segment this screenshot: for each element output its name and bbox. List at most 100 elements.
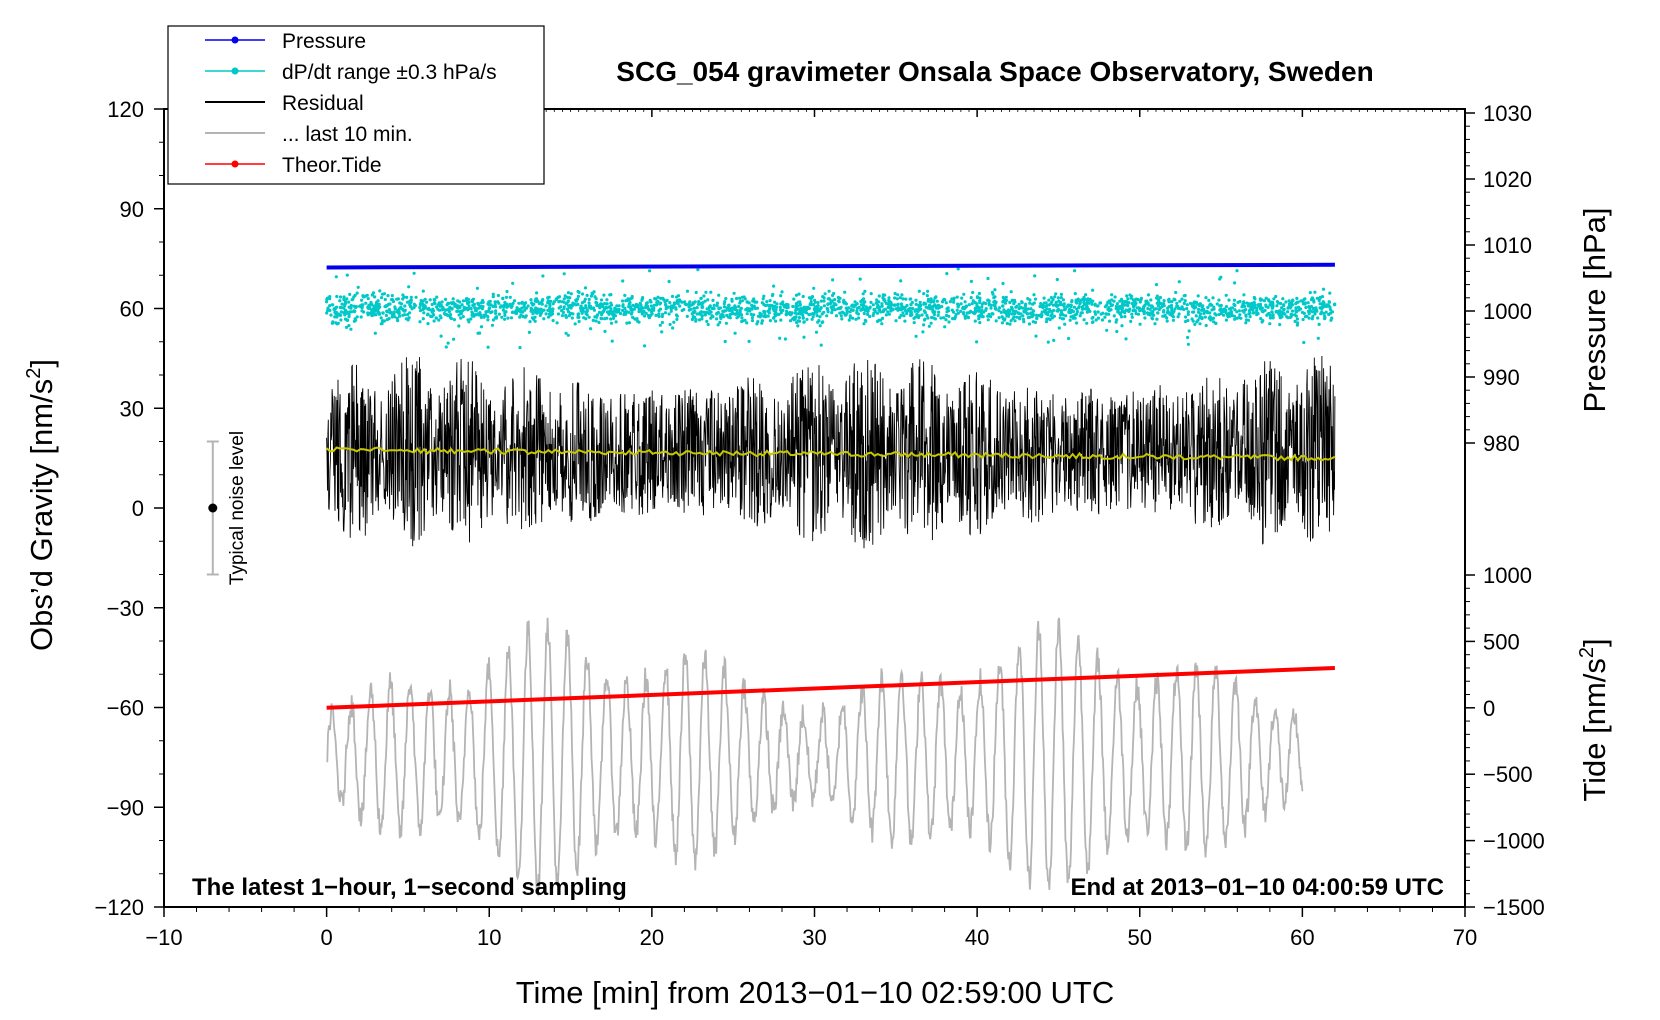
dpdt-point xyxy=(1295,323,1299,327)
dpdt-point xyxy=(1015,315,1019,319)
dpdt-point xyxy=(761,297,765,301)
dpdt-point xyxy=(1144,299,1148,303)
dpdt-point xyxy=(549,311,553,315)
dpdt-point xyxy=(1160,305,1164,309)
dpdt-point xyxy=(945,310,949,314)
dpdt-point xyxy=(727,304,731,308)
dpdt-point xyxy=(914,298,918,302)
dpdt-point xyxy=(818,324,822,328)
dpdt-point xyxy=(703,299,707,303)
dpdt-point xyxy=(551,302,555,306)
dpdt-point xyxy=(384,304,388,309)
dpdt-point xyxy=(1243,304,1247,308)
dpdt-point xyxy=(641,306,645,310)
dpdt-point xyxy=(583,286,588,290)
dpdt-point xyxy=(1116,307,1120,311)
dpdt-point xyxy=(577,319,581,324)
dpdt-point xyxy=(356,285,360,289)
dpdt-point xyxy=(669,309,673,313)
dpdt-point xyxy=(531,308,535,312)
dpdt-point xyxy=(1142,305,1146,309)
dpdt-point xyxy=(926,316,930,320)
dpdt-point xyxy=(380,292,385,296)
dpdt-point xyxy=(760,301,765,305)
dpdt-point xyxy=(884,313,889,317)
dpdt-point xyxy=(1107,312,1111,316)
dpdt-point xyxy=(1119,312,1123,316)
dpdt-point xyxy=(1183,299,1187,303)
dpdt-point xyxy=(882,308,886,312)
dpdt-point xyxy=(326,308,330,313)
dpdt-point xyxy=(785,309,789,313)
dpdt-point xyxy=(875,298,879,302)
dpdt-point xyxy=(1184,319,1188,324)
dpdt-point xyxy=(908,306,912,310)
dpdt-point xyxy=(428,298,432,302)
dpdt-point xyxy=(940,305,944,309)
dpdt-point xyxy=(659,296,663,300)
dpdt-point xyxy=(328,308,332,312)
dpdt-point xyxy=(584,317,588,321)
dpdt-point xyxy=(717,306,721,310)
dpdt-point xyxy=(491,295,495,299)
dpdt-point xyxy=(937,306,941,310)
dpdt-point xyxy=(1055,304,1059,308)
dpdt-point xyxy=(774,319,778,323)
dpdt-point xyxy=(611,316,616,320)
dpdt-point xyxy=(1301,317,1305,322)
dpdt-point xyxy=(496,293,500,298)
dpdt-point xyxy=(1202,311,1206,316)
dpdt-point xyxy=(1055,277,1059,282)
dpdt-point xyxy=(797,292,801,296)
dpdt-point xyxy=(1214,313,1218,317)
tide-tick-label: −1000 xyxy=(1483,829,1545,854)
x-axis-label: Time [min] from 2013−01−10 02:59:00 UTC xyxy=(516,975,1115,1010)
dpdt-point xyxy=(1240,305,1244,309)
dpdt-point xyxy=(715,301,720,305)
dpdt-point xyxy=(986,276,990,281)
dpdt-point xyxy=(1018,317,1022,321)
dpdt-point xyxy=(1049,314,1053,318)
dpdt-point xyxy=(1082,318,1086,322)
dpdt-point xyxy=(1106,300,1110,304)
dpdt-point xyxy=(779,311,783,315)
dpdt-point xyxy=(338,305,342,310)
dpdt-point xyxy=(1224,293,1228,297)
dpdt-point xyxy=(557,300,561,304)
y-axis-label-tide: Tide [nm/s2] xyxy=(1576,638,1612,801)
dpdt-point xyxy=(1124,308,1128,312)
dpdt-point xyxy=(1115,329,1119,334)
dpdt-point xyxy=(737,304,741,309)
dpdt-point xyxy=(379,316,383,320)
dpdt-point xyxy=(857,316,861,320)
dpdt-point xyxy=(730,310,734,314)
dpdt-point xyxy=(1113,295,1117,299)
dpdt-point xyxy=(1306,309,1311,313)
dpdt-point xyxy=(1084,307,1088,311)
dpdt-point xyxy=(566,333,570,337)
pressure-tick-label: 990 xyxy=(1483,365,1520,390)
dpdt-point xyxy=(1288,315,1292,319)
dpdt-point xyxy=(353,309,357,313)
dpdt-point xyxy=(451,301,455,305)
dpdt-point xyxy=(773,304,777,308)
dpdt-point xyxy=(599,316,603,320)
dpdt-point xyxy=(568,305,572,309)
dpdt-point xyxy=(1207,298,1211,302)
dpdt-point xyxy=(471,303,475,307)
dpdt-point xyxy=(1281,297,1285,301)
dpdt-point xyxy=(353,317,357,321)
dpdt-point xyxy=(944,301,948,305)
dpdt-point xyxy=(438,301,442,305)
dpdt-point xyxy=(517,307,522,311)
dpdt-point xyxy=(901,297,905,301)
dpdt-point xyxy=(636,319,640,323)
dpdt-point xyxy=(441,306,445,310)
dpdt-point xyxy=(1146,312,1150,316)
dpdt-point xyxy=(896,306,901,310)
dpdt-point xyxy=(503,313,507,317)
dpdt-point xyxy=(1268,316,1273,320)
dpdt-point xyxy=(580,292,585,296)
dpdt-point xyxy=(715,304,719,308)
dpdt-point xyxy=(1058,316,1062,320)
